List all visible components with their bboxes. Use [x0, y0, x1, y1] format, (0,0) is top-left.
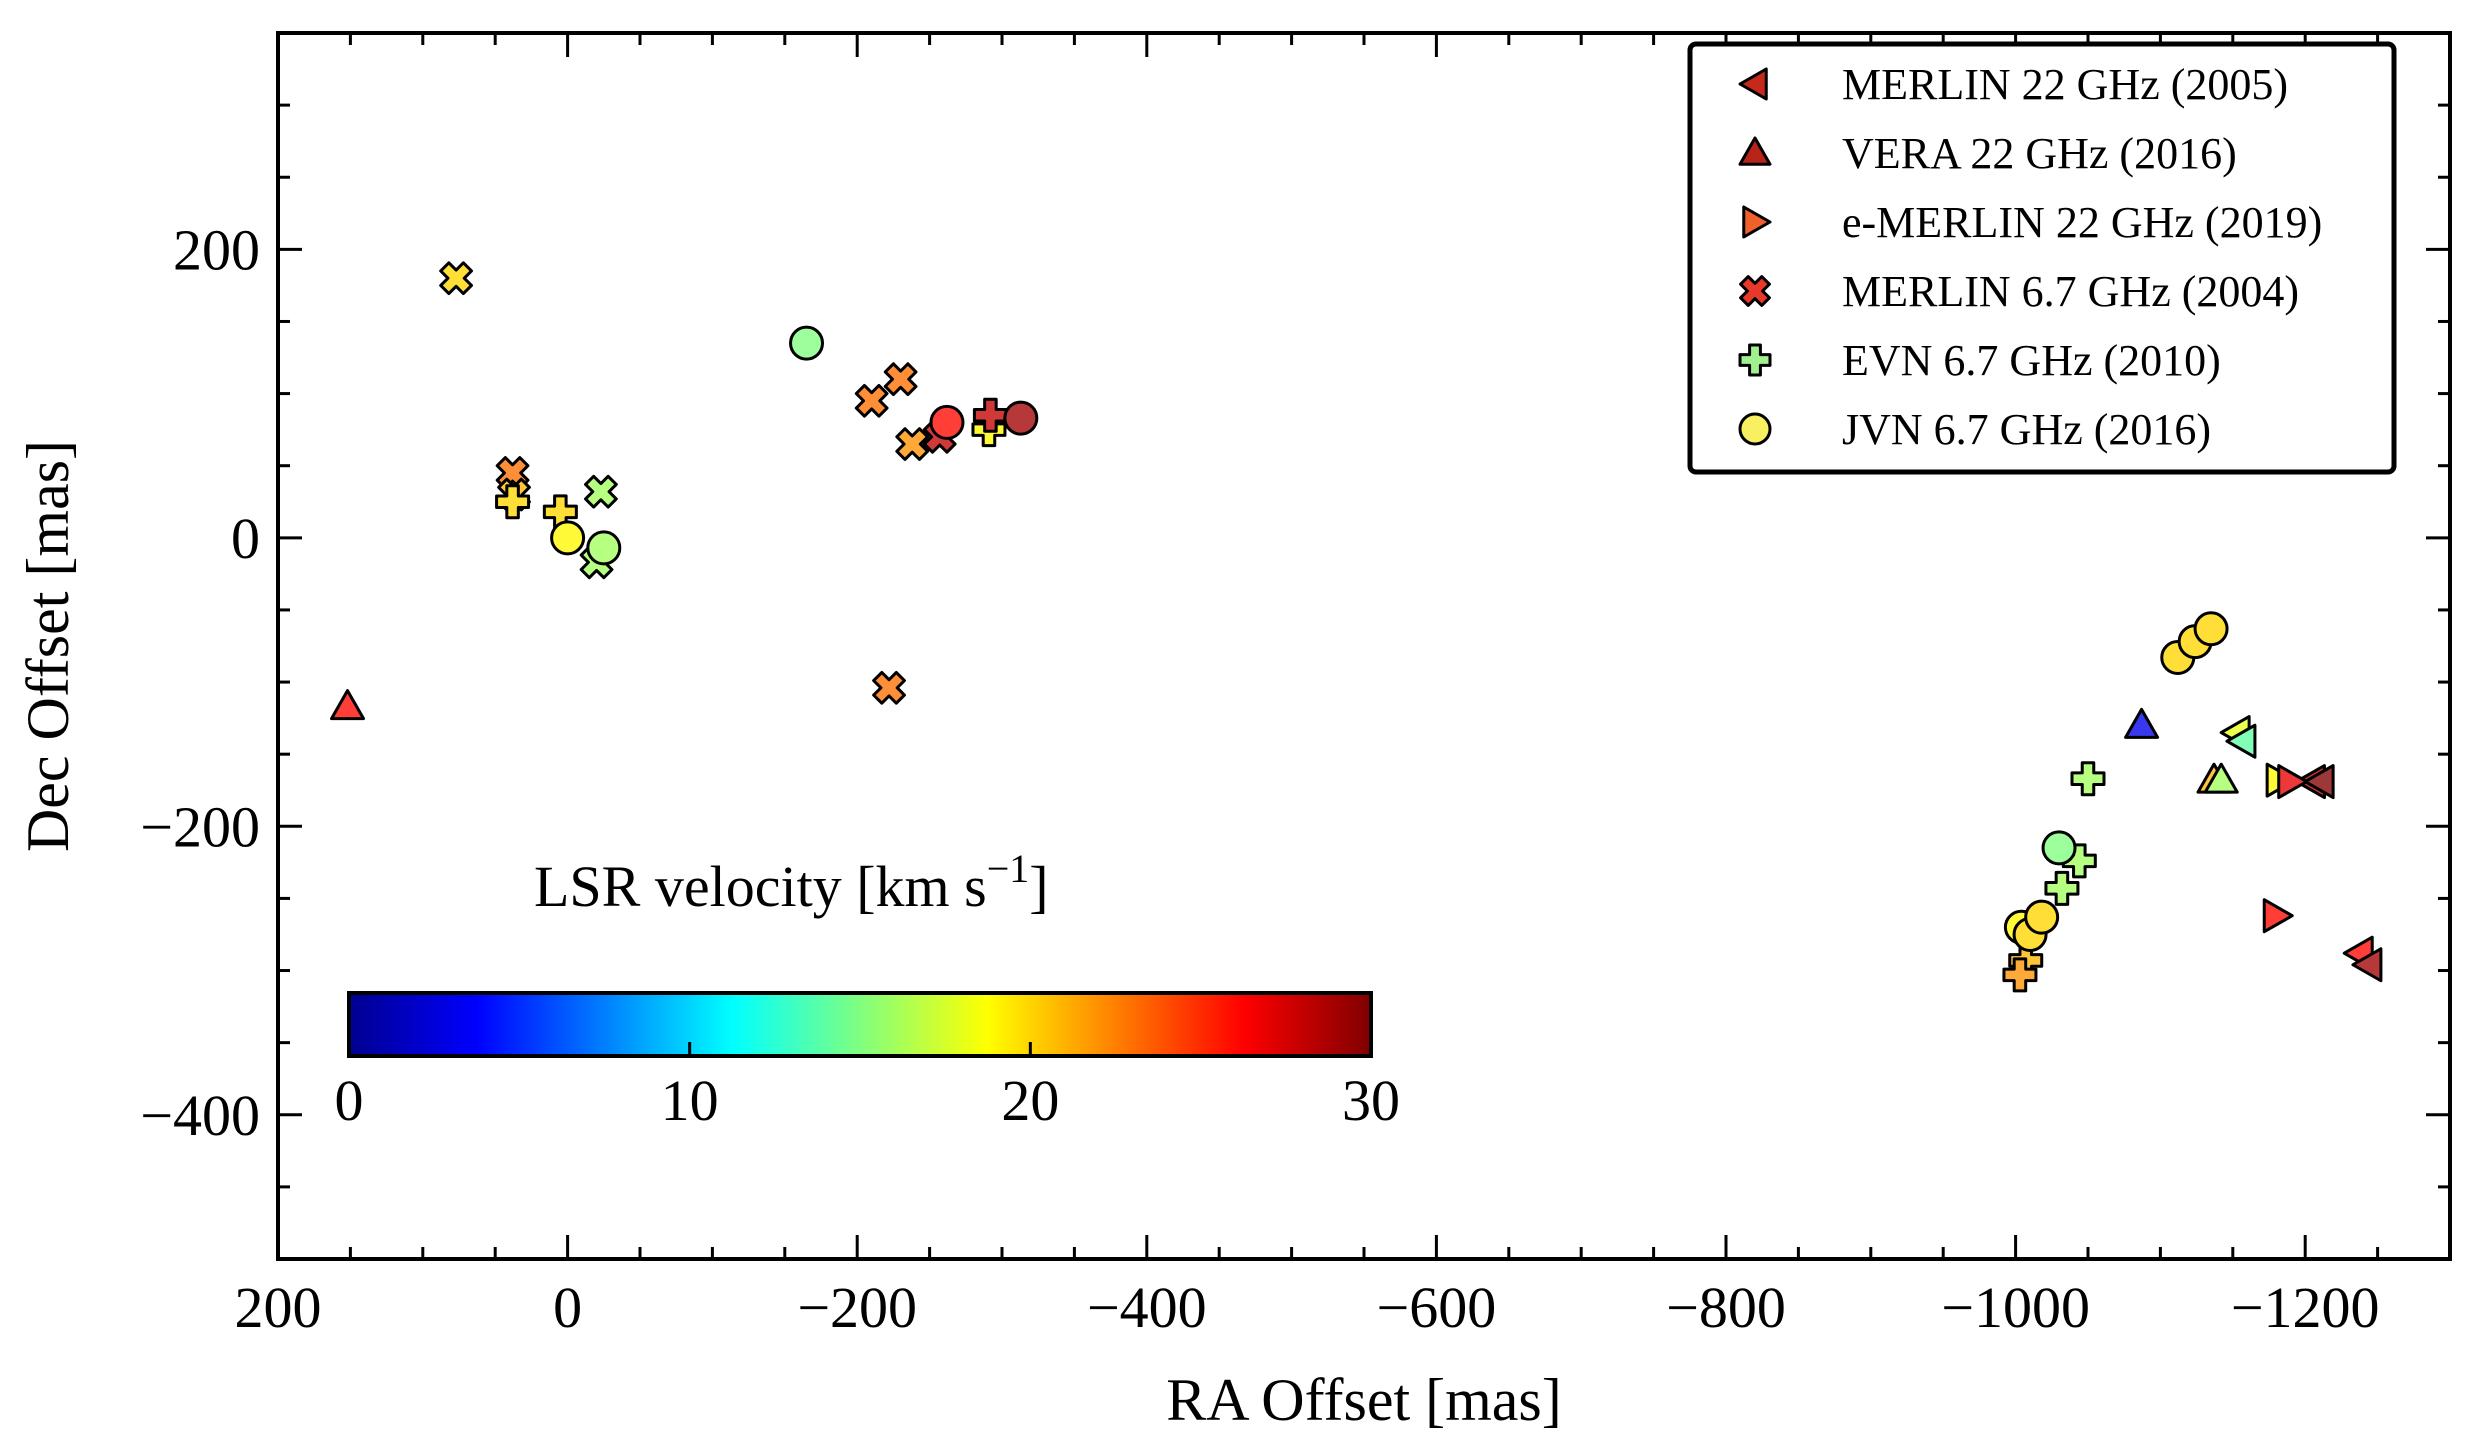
legend-marker	[1738, 136, 1772, 166]
data-points	[330, 261, 2383, 993]
data-point	[584, 474, 618, 509]
colorbar-gradient	[347, 991, 1373, 1058]
y-tick-label: −400	[140, 1083, 260, 1148]
data-point	[2225, 723, 2257, 759]
legend-label: e-MERLIN 22 GHz (2019)	[1842, 198, 2322, 247]
legend-label: VERA 22 GHz (2016)	[1842, 129, 2237, 178]
series-triangle-right	[2262, 762, 2309, 934]
data-point	[550, 520, 586, 556]
legend: MERLIN 22 GHz (2005) VERA 22 GHz (2016) e-…	[1687, 41, 2397, 475]
y-tick-labels: 200 0 −200 −400	[140, 217, 260, 1147]
colorbar-tick-label: 10	[661, 1068, 719, 1133]
legend-label: EVN 6.7 GHz (2010)	[1842, 336, 2221, 385]
data-point	[1003, 400, 1039, 436]
legend-marker	[1738, 343, 1772, 377]
data-point	[2262, 898, 2294, 934]
colorbar-label: LSR velocity [km s−1]	[534, 846, 1049, 919]
data-point	[895, 427, 930, 461]
data-point	[789, 325, 825, 361]
colorbar-tick-label: 20	[1001, 1068, 1059, 1133]
data-point	[2070, 761, 2106, 797]
y-axis-label: Dec Offset [mas]	[15, 440, 81, 852]
x-axis-label: RA Offset [mas]	[1166, 1367, 1562, 1433]
x-tick-label: 0	[553, 1275, 582, 1340]
series-plus	[495, 397, 2106, 993]
data-point	[2124, 707, 2160, 739]
data-point	[2002, 957, 2038, 993]
data-point	[2351, 947, 2383, 983]
x-tick-label: −800	[1666, 1275, 1786, 1340]
data-point	[330, 689, 366, 721]
y-tick-label: 0	[231, 506, 260, 571]
colorbar-label-exponent: −1	[987, 846, 1030, 891]
colorbar-ticks: 0 10 20 30	[335, 1042, 1400, 1133]
axis-ticks	[276, 31, 2452, 1261]
legend-entry: JVN 6.7 GHz (2016)	[1738, 405, 2211, 454]
data-point	[2044, 870, 2080, 906]
legend-label: MERLIN 6.7 GHz (2004)	[1842, 267, 2299, 316]
legend-marker	[1742, 205, 1772, 239]
x-tick-labels: 200 0 −200 −400 −600 −800 −1000 −1200	[235, 1275, 2380, 1340]
data-point	[972, 397, 1008, 433]
data-point	[586, 530, 622, 566]
data-point	[929, 404, 965, 440]
data-point	[2277, 764, 2309, 800]
legend-marker	[1738, 67, 1768, 101]
x-tick-label: −400	[1087, 1275, 1207, 1340]
data-point	[2041, 830, 2077, 866]
colorbar: LSR velocity [km s−1] 0 10 20 30	[335, 846, 1401, 1133]
y-tick-label: 200	[173, 217, 260, 282]
data-point	[2193, 611, 2229, 647]
legend-entry: EVN 6.7 GHz (2010)	[1738, 336, 2221, 385]
y-tick-label: −200	[140, 794, 260, 859]
data-point	[2303, 764, 2335, 800]
series-triangle-up	[330, 689, 2239, 794]
colorbar-tick-label: 0	[335, 1068, 364, 1133]
legend-label: MERLIN 22 GHz (2005)	[1842, 60, 2288, 109]
legend-label: JVN 6.7 GHz (2016)	[1842, 405, 2211, 454]
x-tick-label: −600	[1377, 1275, 1497, 1340]
data-point	[495, 484, 531, 520]
x-tick-label: −1000	[1941, 1275, 2090, 1340]
colorbar-tick-label: 30	[1342, 1068, 1400, 1133]
data-point	[2024, 899, 2060, 935]
legend-box	[1687, 41, 2397, 475]
x-tick-label: −200	[797, 1275, 917, 1340]
series-triangle-left	[2219, 715, 2383, 983]
legend-entry: MERLIN 22 GHz (2005)	[1738, 60, 2288, 109]
legend-entry: VERA 22 GHz (2016)	[1738, 129, 2237, 178]
data-point	[883, 362, 918, 397]
data-point	[2203, 762, 2239, 794]
data-point	[872, 670, 906, 705]
legend-entry: MERLIN 6.7 GHz (2004)	[1739, 267, 2299, 316]
x-tick-label: −1200	[2231, 1275, 2380, 1340]
legend-marker	[1739, 275, 1771, 307]
legend-marker	[1738, 412, 1772, 446]
data-point	[439, 261, 473, 296]
series-x	[439, 261, 957, 705]
legend-entry: e-MERLIN 22 GHz (2019)	[1742, 198, 2322, 247]
series-circle	[550, 325, 2229, 952]
x-tick-label: 200	[235, 1275, 322, 1340]
colorbar-label-close: ]	[1029, 854, 1048, 919]
data-point	[854, 383, 889, 418]
